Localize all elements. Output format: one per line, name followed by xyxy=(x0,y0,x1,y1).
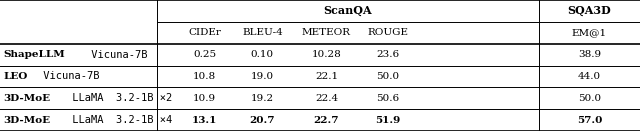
Text: LLaMA  3.2-1B ×4: LLaMA 3.2-1B ×4 xyxy=(66,115,172,125)
Text: 3D-MoE: 3D-MoE xyxy=(3,94,51,103)
Text: 19.0: 19.0 xyxy=(251,72,274,81)
Text: 57.0: 57.0 xyxy=(577,116,602,125)
Text: ROUGE: ROUGE xyxy=(367,28,408,37)
Text: 22.7: 22.7 xyxy=(314,116,339,125)
Text: LEO: LEO xyxy=(3,72,28,81)
Text: Vicuna-7B: Vicuna-7B xyxy=(36,71,99,81)
Text: 51.9: 51.9 xyxy=(375,116,401,125)
Text: 0.10: 0.10 xyxy=(251,50,274,59)
Text: 50.0: 50.0 xyxy=(376,72,399,81)
Text: 19.2: 19.2 xyxy=(251,94,274,103)
Text: 20.7: 20.7 xyxy=(250,116,275,125)
Text: SQA3D: SQA3D xyxy=(568,5,611,16)
Text: BLEU-4: BLEU-4 xyxy=(242,28,283,37)
Text: 38.9: 38.9 xyxy=(578,50,601,59)
Text: Vicuna-7B: Vicuna-7B xyxy=(84,50,147,60)
Text: 50.6: 50.6 xyxy=(376,94,399,103)
Text: ShapeLLM: ShapeLLM xyxy=(3,50,65,59)
Text: 22.4: 22.4 xyxy=(315,94,338,103)
Text: 3D-MoE: 3D-MoE xyxy=(3,116,51,125)
Text: LLaMA  3.2-1B ×2: LLaMA 3.2-1B ×2 xyxy=(66,93,172,103)
Text: 10.8: 10.8 xyxy=(193,72,216,81)
Text: METEOR: METEOR xyxy=(302,28,351,37)
Text: 23.6: 23.6 xyxy=(376,50,399,59)
Text: 0.25: 0.25 xyxy=(193,50,216,59)
Text: 10.28: 10.28 xyxy=(312,50,341,59)
Text: 10.9: 10.9 xyxy=(193,94,216,103)
Text: 22.1: 22.1 xyxy=(315,72,338,81)
Text: CIDEr: CIDEr xyxy=(188,28,221,37)
Text: 50.0: 50.0 xyxy=(578,94,601,103)
Text: 44.0: 44.0 xyxy=(578,72,601,81)
Text: EM@1: EM@1 xyxy=(572,28,607,37)
Text: ScanQA: ScanQA xyxy=(324,5,372,16)
Text: 13.1: 13.1 xyxy=(192,116,218,125)
